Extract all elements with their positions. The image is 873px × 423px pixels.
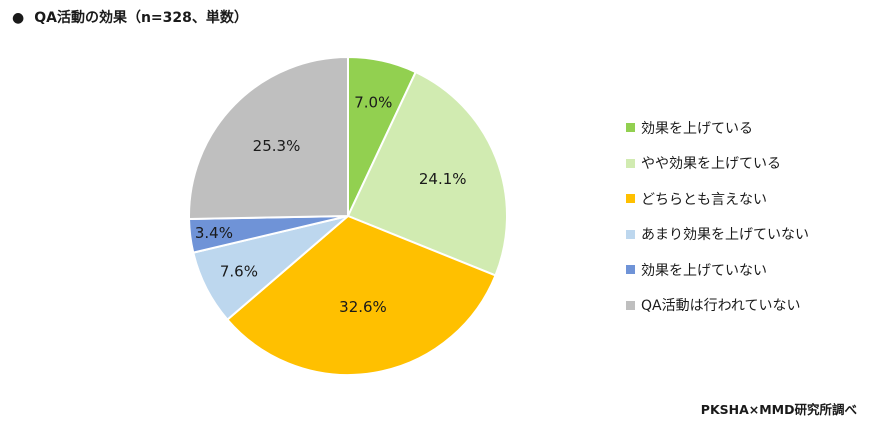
- legend-item: どちらとも言えない: [626, 181, 809, 217]
- legend-swatch-icon: [626, 300, 635, 310]
- source-credit: PKSHA×MMD研究所調べ: [700, 402, 857, 417]
- slice-value-label: 7.6%: [220, 263, 258, 281]
- slice-value-label: 7.0%: [354, 94, 392, 112]
- legend-item: QA活動は行われていない: [626, 288, 809, 324]
- legend-item: 効果を上げていない: [626, 252, 809, 288]
- legend-label: 効果を上げている: [641, 120, 753, 137]
- legend-item: やや効果を上げている: [626, 146, 809, 182]
- legend-swatch-icon: [626, 123, 635, 133]
- chart-title-text: QA活動の効果（n=328、単数）: [34, 10, 248, 26]
- legend-swatch-icon: [626, 158, 635, 168]
- chart-title: ● QA活動の効果（n=328、単数）: [12, 7, 248, 27]
- slice-value-label: 32.6%: [339, 298, 387, 316]
- legend-label: QA活動は行われていない: [641, 298, 801, 315]
- legend-swatch-icon: [626, 229, 635, 239]
- legend-label: 効果を上げていない: [641, 262, 767, 279]
- slice-value-label: 25.3%: [253, 137, 301, 155]
- slice-value-label: 3.4%: [195, 224, 233, 242]
- legend-label: やや効果を上げている: [641, 156, 781, 173]
- pie-slice-2: [346, 70, 508, 277]
- pie-slice-6: [188, 55, 349, 221]
- legend-swatch-icon: [626, 265, 635, 275]
- title-bullet-icon: ●: [12, 10, 25, 26]
- legend-item: あまり効果を上げていない: [626, 217, 809, 253]
- legend-swatch-icon: [626, 194, 635, 204]
- pie-slice-3: [226, 214, 497, 377]
- legend-label: あまり効果を上げていない: [641, 227, 809, 244]
- slice-value-label: 24.1%: [419, 170, 467, 188]
- legend-label: どちらとも言えない: [641, 191, 767, 208]
- legend-item: 効果を上げている: [626, 110, 809, 146]
- chart-legend: 効果を上げているやや効果を上げている どちらとも言えないあまり効果を上げていない効…: [626, 110, 809, 323]
